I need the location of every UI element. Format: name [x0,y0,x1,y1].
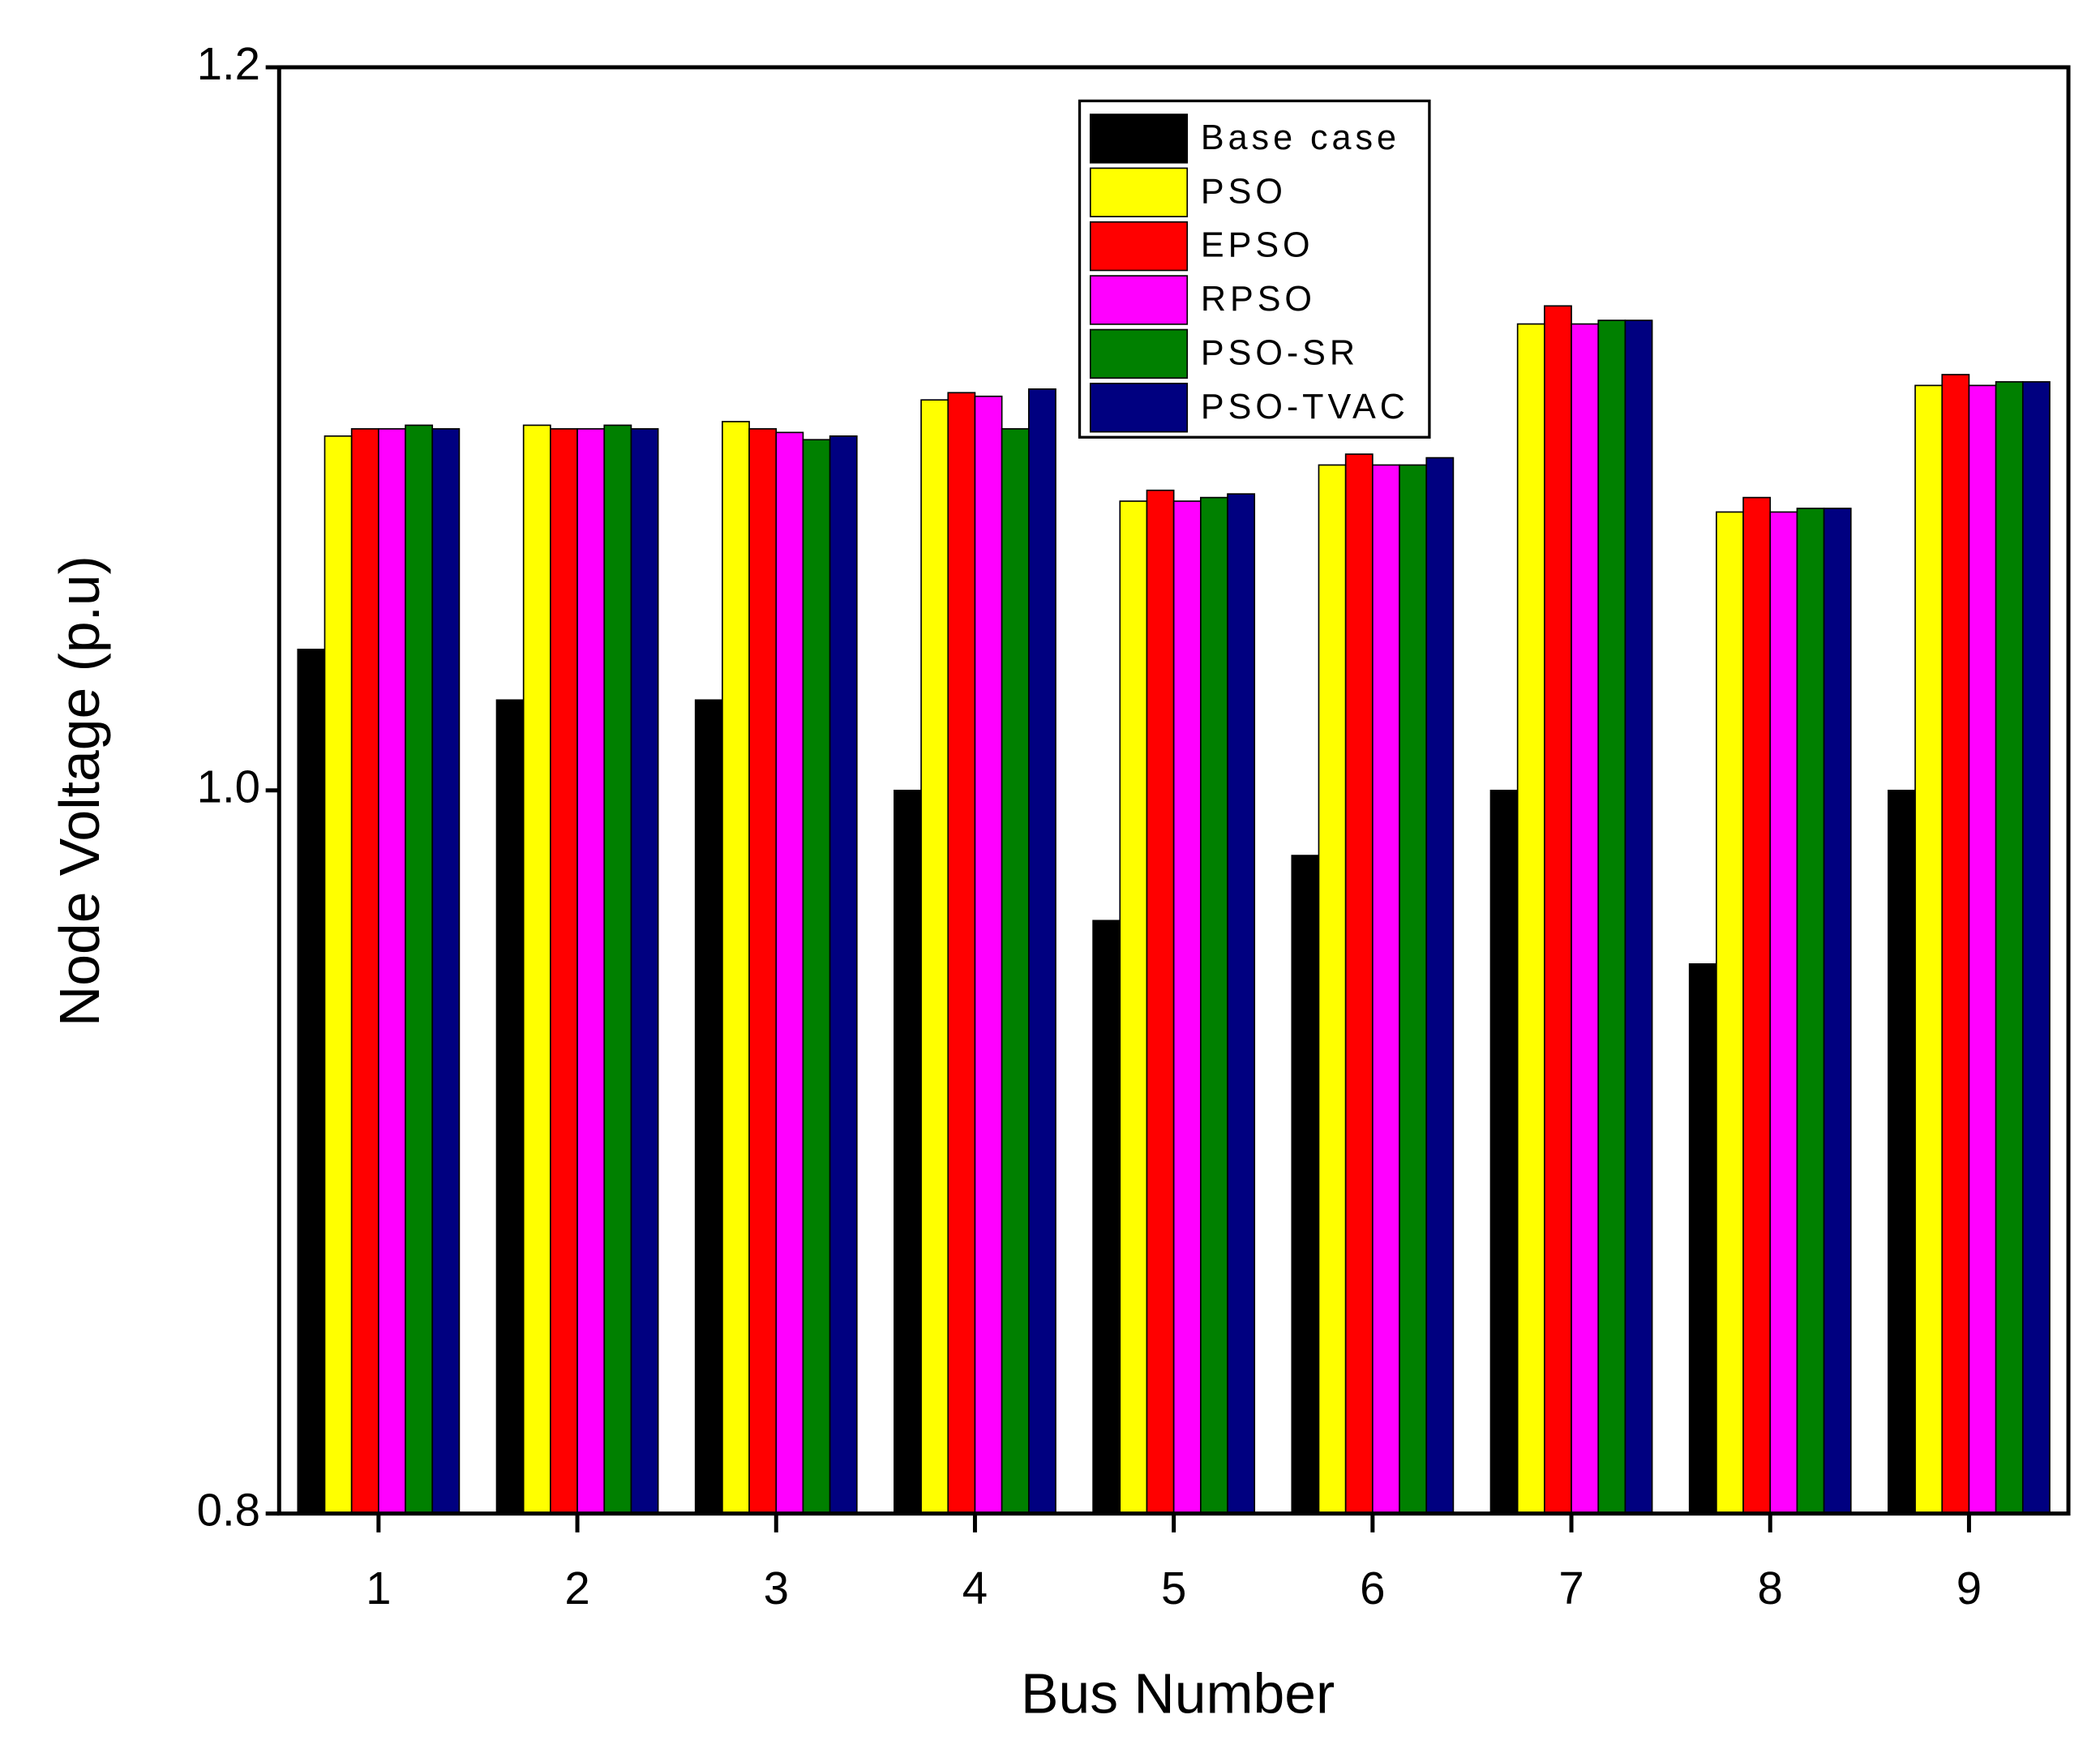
bar [2021,381,2051,1515]
bar [802,439,831,1515]
bar [1372,464,1400,1515]
legend-label: Base case [1201,118,1400,157]
bar [947,392,976,1515]
bar [378,428,406,1515]
bar [748,428,778,1515]
bar [630,428,659,1515]
bar [576,428,606,1515]
x-tick-label: 3 [764,1563,789,1614]
x-tick-label: 6 [1360,1563,1385,1614]
y-tick-label: 1.0 [197,761,260,812]
bar [694,699,723,1515]
legend-label: EPSO [1201,226,1314,265]
bar [1742,496,1772,1515]
x-tick-label: 4 [962,1563,988,1614]
legend-label: RPSO [1201,280,1316,319]
bar [1688,963,1717,1515]
bar [1092,920,1121,1515]
bar [1146,489,1175,1515]
legend-swatch [1089,167,1189,217]
legend-swatch [1089,221,1189,272]
bar [495,699,525,1515]
plot-frame [276,65,2071,1516]
x-axis-label: Bus Number [1021,1661,1335,1725]
bar [1318,464,1347,1515]
bar [1227,493,1256,1515]
bar [350,428,379,1515]
x-tick-label: 2 [564,1563,589,1614]
bar [522,424,551,1515]
bar [1624,319,1653,1515]
bar [829,435,858,1515]
bar [405,424,434,1515]
y-tick-label: 1.2 [197,38,260,89]
x-tick-label: 5 [1161,1563,1186,1614]
bar [1968,384,1997,1515]
bar [1995,381,2024,1515]
bar [1823,508,1852,1515]
bar [1914,384,1944,1515]
bar [1888,789,1916,1515]
x-tick-label: 7 [1558,1563,1584,1614]
y-tick-label: 0.8 [197,1485,260,1536]
bar [550,428,578,1515]
bar [775,431,804,1515]
x-tick-label: 1 [366,1563,391,1614]
x-tick-label: 8 [1758,1563,1783,1614]
legend-label: PSO [1201,172,1287,211]
bar [920,399,949,1515]
bar [1489,789,1519,1515]
bar [1516,323,1545,1515]
bar [1344,453,1374,1515]
bar [1200,496,1228,1515]
legend-swatch [1089,275,1189,325]
bar [1027,388,1056,1515]
bar [603,424,632,1515]
bar [1716,511,1744,1515]
bar [1291,855,1320,1515]
legend-swatch [1089,328,1189,379]
bar [722,421,750,1515]
bar [974,395,1003,1515]
bar [1119,500,1148,1515]
bar [1941,374,1970,1515]
bar [1001,428,1030,1515]
bar [1597,319,1626,1515]
legend-label: PSO-TVAC [1201,388,1409,427]
bar [1425,457,1455,1515]
bar [1769,511,1798,1515]
legend-swatch [1089,383,1189,433]
bar [1544,305,1572,1515]
y-axis-label: Node Voltage (p.u) [48,555,111,1027]
bar [894,789,922,1515]
legend-swatch [1089,114,1189,164]
x-tick-label: 9 [1956,1563,1982,1614]
bar [1796,508,1825,1515]
bar [297,649,326,1515]
bar [431,428,461,1515]
bar [1571,323,1600,1515]
bar [324,435,353,1515]
bar [1172,500,1202,1515]
legend-label: PSO-SR [1201,333,1359,372]
bar [1399,464,1428,1515]
